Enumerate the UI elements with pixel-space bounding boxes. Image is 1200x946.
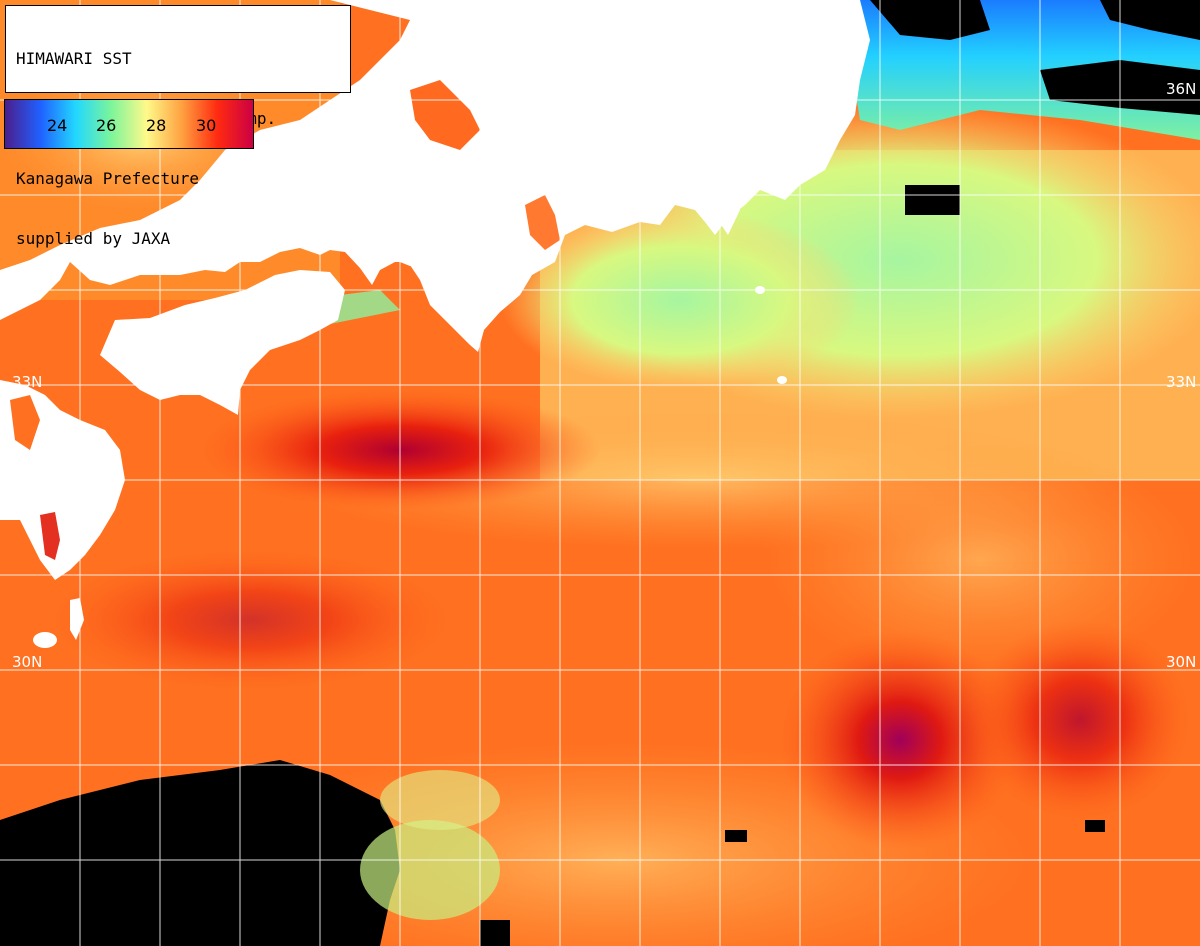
- sst-bay-ariake: [40, 512, 60, 560]
- lat-label-30n-left: 30N: [12, 653, 43, 671]
- sst-speckle-south: [360, 820, 500, 920]
- land-awaji: [400, 235, 428, 268]
- sst-bay-kagoshima: [10, 395, 40, 450]
- land-honshu: [0, 0, 870, 352]
- sst-color-legend: 24 26 28 30: [4, 99, 254, 149]
- nodata-patch-1: [905, 185, 960, 215]
- land-island-izu-2: [777, 376, 787, 384]
- legend-tick-24: 24: [47, 116, 68, 135]
- legend-color-bar: [5, 100, 253, 148]
- nodata-south-west: [0, 760, 400, 946]
- sst-hot-core-east: [970, 620, 1190, 820]
- legend-tick-26: 26: [96, 116, 117, 135]
- lat-label-36n-right: 36N: [1166, 80, 1197, 98]
- legend-tick-30: 30: [196, 116, 217, 135]
- title-line-1: HIMAWARI SST: [16, 49, 132, 68]
- nodata-south-west-2: [0, 830, 60, 946]
- map-title-box: HIMAWARI SST 2025/08/18 02(UTC) 3H Comp.…: [5, 5, 351, 248]
- title-line-3: Kanagawa Prefecture: [16, 169, 200, 188]
- sst-bay-ise: [525, 195, 560, 250]
- sst-hot-core-midwest: [50, 550, 450, 690]
- lat-label-33n-left: 33N: [12, 373, 43, 391]
- nodata-northeast-3: [1100, 0, 1200, 40]
- land-izu: [718, 185, 740, 235]
- nodata-patch-3: [725, 830, 747, 842]
- land-island-tane: [33, 632, 57, 648]
- sst-coast-northwest: [410, 80, 480, 150]
- legend-tick-28: 28: [146, 116, 167, 135]
- nodata-patch-2: [1085, 820, 1105, 832]
- title-line-4: supplied by JAXA: [16, 229, 171, 248]
- sst-field-coastal-cool: [500, 210, 860, 390]
- lat-label-33n-right: 33N: [1166, 373, 1197, 391]
- sst-field-pale-band-2: [760, 440, 1200, 680]
- nodata-patch-4: [480, 920, 510, 946]
- land-shikoku: [100, 270, 345, 415]
- lat-label-30n-right: 30N: [1166, 653, 1197, 671]
- sst-speckle-south-2: [380, 770, 500, 830]
